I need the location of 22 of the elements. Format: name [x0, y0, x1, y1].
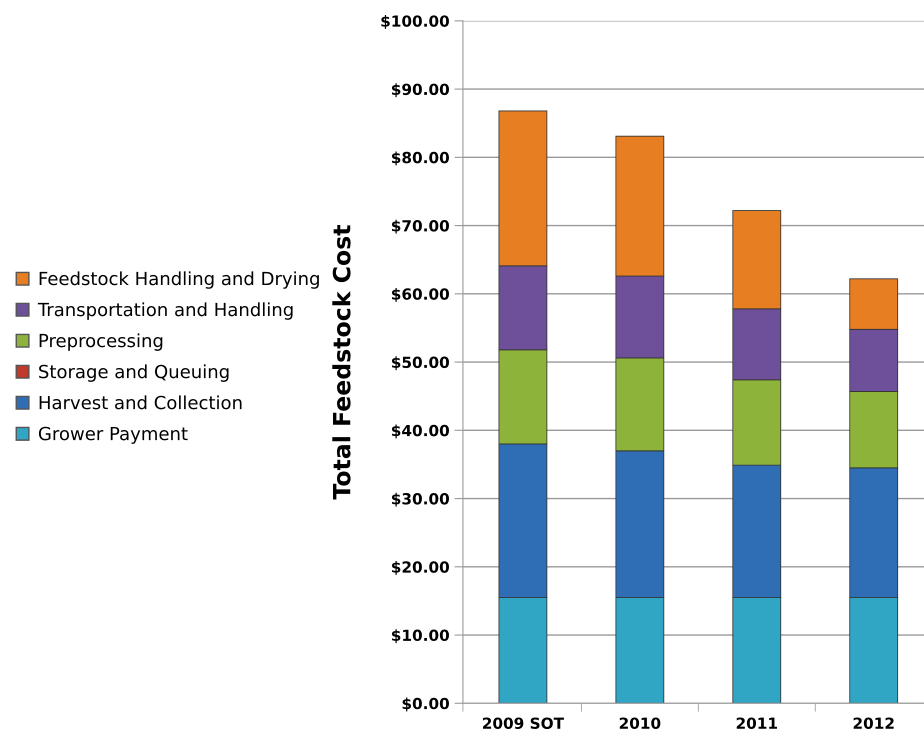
y-tick-label: $50.00	[392, 356, 449, 370]
legend-label: Transportation and Handling	[38, 302, 293, 320]
y-tick-label: $60.00	[392, 288, 449, 302]
y-tick-label: $10.00	[392, 629, 449, 644]
x-tick-label: 2010	[620, 717, 660, 729]
y-tick-label: $40.00	[392, 424, 449, 438]
x-tick-label: 2009 SOT	[482, 717, 564, 729]
y-tick-label: $80.00	[392, 152, 449, 166]
legend-label: Harvest and Collection	[40, 395, 242, 410]
y-tick-label: $0.00	[402, 697, 449, 712]
y-tick-label: $70.00	[392, 220, 449, 234]
y-tick-label: $100.00	[381, 15, 449, 29]
legend-label: Storage and Queuing	[39, 364, 228, 382]
y-tick-label: $30.00	[392, 492, 449, 507]
x-tick-label: 2012	[854, 717, 894, 729]
y-tick-label: $90.00	[392, 83, 449, 98]
legend-label: Grower Payment	[38, 426, 188, 444]
y-axis-title: Total Feedstock Cost	[332, 225, 351, 500]
x-tick-label: 2011	[736, 717, 777, 729]
legend-label: Feedstock Handling and Drying	[40, 271, 319, 289]
legend-label: Preprocessing	[40, 333, 162, 351]
y-tick-label: $20.00	[392, 560, 449, 575]
